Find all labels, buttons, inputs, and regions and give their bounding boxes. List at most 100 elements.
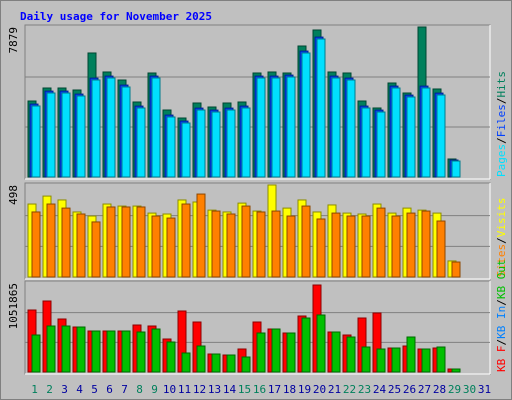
x-tick-label: 12	[193, 383, 206, 396]
bar	[256, 332, 266, 373]
y-tick-label: 1051865	[7, 283, 20, 329]
bar	[61, 325, 71, 373]
bar	[211, 210, 221, 278]
bar	[31, 211, 41, 278]
bar	[31, 334, 41, 373]
bar	[391, 347, 401, 373]
bar	[436, 346, 446, 373]
bar	[406, 336, 416, 373]
bar	[451, 368, 461, 373]
bar	[166, 116, 176, 178]
x-tick-label: 24	[373, 383, 387, 396]
bar	[241, 107, 251, 178]
legend-separator: /	[495, 299, 508, 306]
bar	[361, 346, 371, 373]
bar	[181, 122, 191, 178]
bar	[421, 348, 431, 373]
x-tick-label: 30	[463, 383, 476, 396]
bar	[196, 193, 206, 278]
bar	[136, 331, 146, 373]
x-tick-label: 9	[151, 383, 158, 396]
bar	[436, 220, 446, 278]
bar	[376, 207, 386, 278]
x-tick-label: 18	[283, 383, 296, 396]
bar	[241, 205, 251, 278]
bar	[286, 332, 296, 373]
bar	[406, 96, 416, 178]
bar	[241, 356, 251, 373]
bar	[151, 77, 161, 178]
bar	[256, 211, 266, 278]
bar	[211, 111, 221, 178]
x-tick-label: 2	[46, 383, 53, 396]
bar	[211, 353, 221, 373]
bar	[121, 206, 131, 278]
bar	[361, 107, 371, 178]
bar	[136, 206, 146, 278]
bar	[196, 109, 206, 178]
bar	[316, 314, 326, 373]
bar	[226, 213, 236, 278]
bar	[316, 38, 326, 178]
bar	[391, 87, 401, 178]
bar	[76, 326, 86, 373]
legend: Pages/Files/Hits	[495, 71, 508, 177]
x-tick-label: 13	[208, 383, 221, 396]
bar	[286, 76, 296, 178]
bar	[271, 77, 281, 178]
x-tick-label: 3	[61, 383, 68, 396]
legend-separator: /	[495, 237, 508, 244]
legend-entry: Visits	[495, 198, 508, 238]
bar	[346, 215, 356, 278]
bar	[331, 77, 341, 178]
bar	[331, 331, 341, 373]
x-tick-label: 4	[76, 383, 83, 396]
bar	[256, 77, 266, 178]
bar	[121, 330, 131, 373]
x-tick-label: 15	[238, 383, 251, 396]
x-tick-label: 19	[298, 383, 311, 396]
bar	[226, 354, 236, 373]
x-tick-label: 1	[31, 383, 38, 396]
legend: Sites/Visits	[495, 198, 508, 278]
bar	[46, 325, 56, 373]
bar	[106, 77, 116, 178]
bar	[286, 215, 296, 278]
bar	[361, 215, 371, 278]
bar	[436, 94, 446, 178]
chart-title: Daily usage for November 2025	[20, 10, 212, 23]
x-tick-label: 7	[121, 383, 128, 396]
x-tick-label: 25	[388, 383, 401, 396]
bar	[451, 160, 461, 178]
x-tick-label: 23	[358, 383, 371, 396]
legend-entry: Files	[495, 104, 508, 137]
bar	[406, 212, 416, 278]
bar	[151, 328, 161, 373]
x-tick-label: 29	[448, 383, 461, 396]
x-tick-label: 28	[433, 383, 446, 396]
x-tick-label: 22	[343, 383, 356, 396]
bar	[106, 206, 116, 278]
bar	[376, 111, 386, 178]
bar	[301, 317, 311, 373]
bar	[346, 336, 356, 373]
bar	[31, 105, 41, 178]
legend-entry: Sites	[495, 244, 508, 277]
legend-separator: /	[495, 137, 508, 144]
x-tick-label: 10	[163, 383, 176, 396]
x-tick-label: 21	[328, 383, 341, 396]
bar	[421, 87, 431, 178]
legend-entry: Hits	[495, 71, 508, 98]
bar	[271, 328, 281, 373]
bar	[106, 330, 116, 373]
bar	[166, 341, 176, 373]
x-tick-label: 27	[418, 383, 431, 396]
bar	[136, 107, 146, 178]
legend-entry: Pages	[495, 144, 508, 177]
bar	[301, 52, 311, 178]
x-tick-label: 8	[136, 383, 143, 396]
bar	[196, 345, 206, 373]
bar	[76, 95, 86, 178]
legend: KB F/KB In/KB Out	[495, 259, 508, 372]
